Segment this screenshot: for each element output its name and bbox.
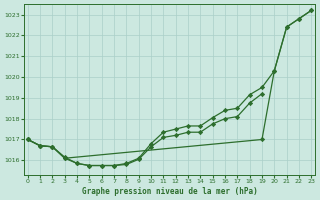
X-axis label: Graphe pression niveau de la mer (hPa): Graphe pression niveau de la mer (hPa) bbox=[82, 187, 257, 196]
